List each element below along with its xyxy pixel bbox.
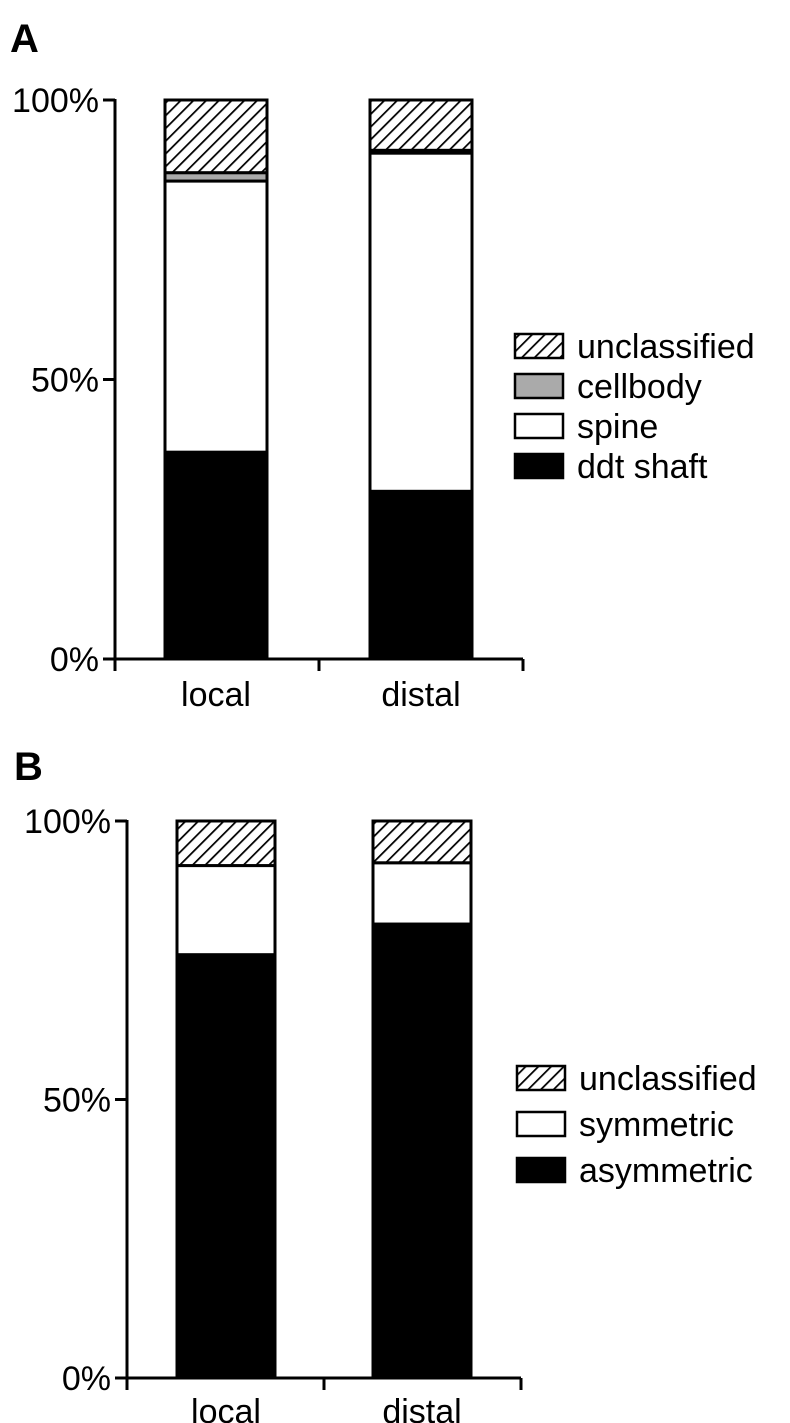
x-category-label: distal [381,676,460,714]
bar-segment-unclassified [371,819,473,865]
bar-segment-unclassified [175,819,277,868]
bar-segment-spine [368,151,474,493]
bar-segment-ddt-shaft [368,489,474,661]
legend-label: ddt shaft [577,448,708,486]
legend-swatch-unclassified [513,332,565,360]
bar-segment-asymmetric [175,953,277,1380]
y-tick-label: 100% [24,803,111,841]
legend-swatch-ddt-shaft [513,452,565,480]
legend-swatch-cellbody [513,372,565,400]
bar-segment-asymmetric [371,922,473,1380]
x-category-label: distal [382,1393,461,1423]
legend-swatch-unclassified [515,1064,567,1092]
legend-label: asymmetric [579,1152,753,1190]
legend-swatch-spine [513,412,565,440]
legend-swatch-asymmetric [515,1156,567,1184]
legend-label: unclassified [577,328,755,366]
legend-label: unclassified [579,1060,757,1098]
y-tick-label: 50% [31,362,99,400]
legend-label: spine [577,408,658,446]
y-tick-label: 100% [12,82,99,120]
panel-a-chart: A 0% 50% 100% local distal unclassifiedcellbod… [10,17,755,714]
panel-b-chart: B 0% 50% 100% local distal unclassified symmetr… [14,745,757,1423]
legend-label: cellbody [577,368,702,406]
panel-letter: A [10,17,39,61]
x-category-label: local [181,676,251,714]
bar-segment-symmetric [371,861,473,926]
y-tick-label: 50% [43,1082,111,1120]
bar-segment-unclassified [163,98,269,175]
y-tick-label: 0% [62,1360,111,1398]
panel-letter: B [14,745,43,789]
legend-label: symmetric [579,1106,734,1144]
y-tick-label: 0% [50,641,99,679]
bar-segment-unclassified [368,98,474,152]
bar-segment-symmetric [175,864,277,957]
bar-segment-spine [163,179,269,454]
bar-segment-ddt-shaft [163,450,269,661]
x-category-label: local [191,1393,261,1423]
legend-swatch-symmetric [515,1110,567,1138]
